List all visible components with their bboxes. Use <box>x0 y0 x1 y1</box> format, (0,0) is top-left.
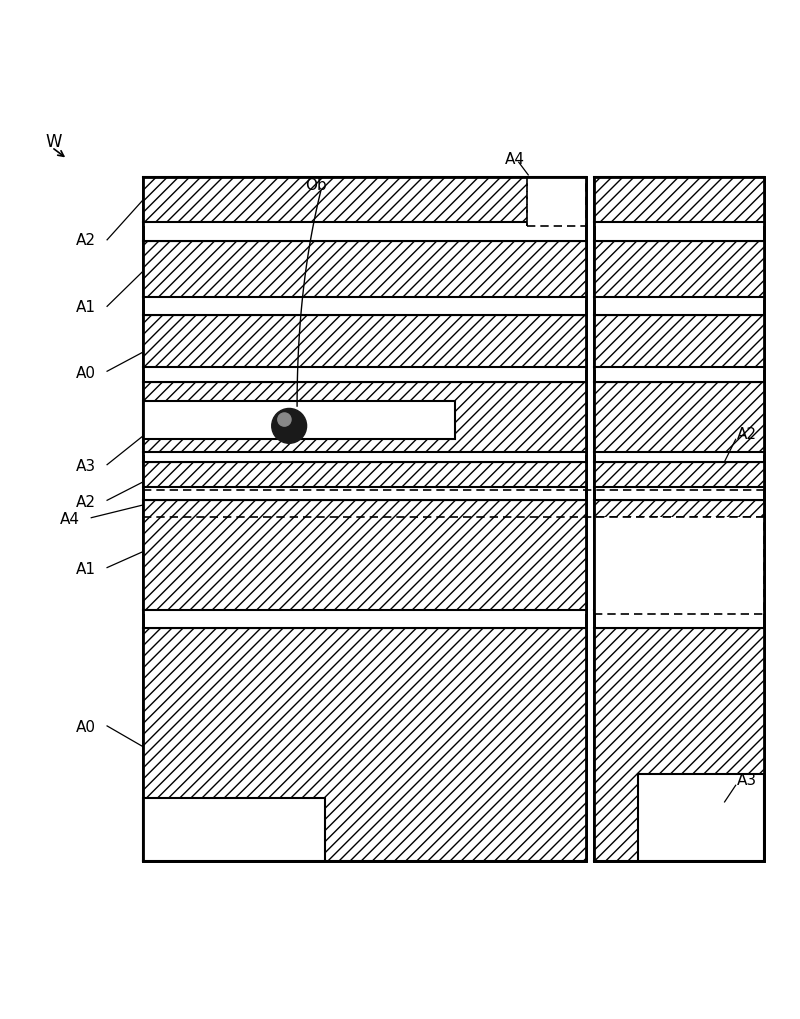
Text: A1: A1 <box>75 300 95 315</box>
Bar <box>142 177 586 223</box>
Text: A4: A4 <box>59 512 79 527</box>
Bar <box>142 401 455 439</box>
Bar <box>594 177 764 861</box>
Bar <box>594 452 764 455</box>
Circle shape <box>278 414 291 427</box>
Text: A3: A3 <box>737 772 757 788</box>
Bar <box>142 177 586 861</box>
Bar <box>142 316 586 367</box>
Text: A2: A2 <box>737 427 757 442</box>
Bar <box>142 298 586 301</box>
Bar <box>594 487 764 490</box>
Bar <box>142 177 586 861</box>
Text: Ob: Ob <box>305 177 326 193</box>
Bar <box>594 223 764 226</box>
Bar <box>594 177 764 223</box>
Bar <box>142 452 586 455</box>
Bar <box>142 500 586 610</box>
Bar <box>594 243 764 298</box>
Bar <box>594 177 764 861</box>
Text: A1: A1 <box>75 561 95 577</box>
Bar <box>142 462 586 487</box>
Bar <box>142 243 586 298</box>
Text: A4: A4 <box>505 152 525 167</box>
Bar <box>594 298 764 301</box>
Text: A0: A0 <box>75 719 95 735</box>
Bar <box>142 610 586 613</box>
Bar <box>638 774 764 861</box>
Bar <box>594 628 764 861</box>
Bar <box>526 177 586 226</box>
Bar <box>594 316 764 367</box>
Bar <box>594 367 764 370</box>
Bar <box>142 798 325 861</box>
Text: A3: A3 <box>75 459 95 474</box>
Bar <box>594 462 764 487</box>
Text: A0: A0 <box>75 365 95 380</box>
Bar <box>142 487 586 490</box>
Text: A2: A2 <box>75 233 95 248</box>
Bar <box>142 367 586 370</box>
Text: A2: A2 <box>75 494 95 510</box>
Bar <box>594 518 764 613</box>
Bar <box>142 223 586 226</box>
Bar <box>142 383 586 452</box>
Bar <box>594 500 764 610</box>
Bar <box>594 383 764 452</box>
Bar <box>142 628 586 861</box>
Text: W: W <box>46 132 62 151</box>
Circle shape <box>272 409 306 444</box>
Bar <box>594 610 764 613</box>
